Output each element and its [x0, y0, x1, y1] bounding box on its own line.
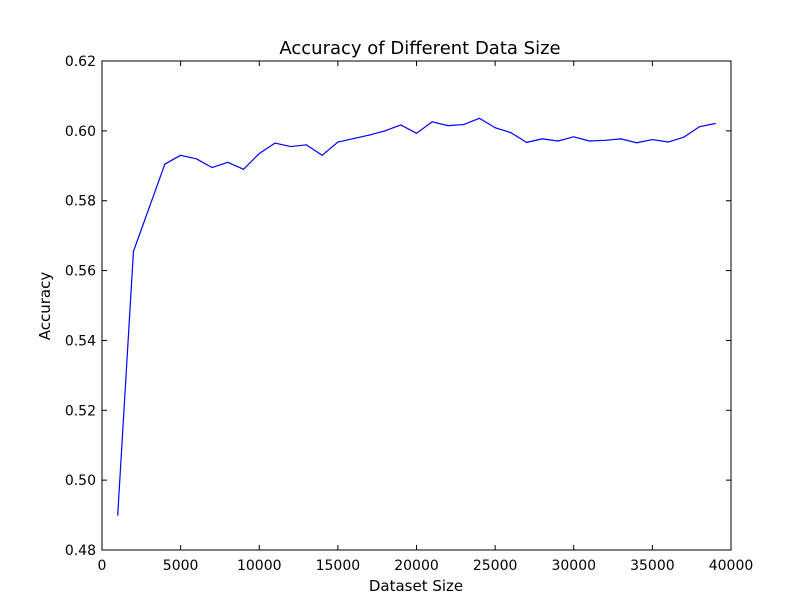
data-point [195, 158, 197, 160]
data-point [400, 124, 402, 126]
data-point [305, 144, 308, 146]
data-point [698, 126, 701, 128]
data-point [384, 130, 386, 132]
data-point [164, 163, 166, 165]
y-tick-label: 0.50 [65, 473, 96, 489]
plot-frame [101, 60, 732, 551]
data-point [258, 152, 260, 155]
data-point [478, 117, 480, 119]
data-point [557, 140, 559, 142]
data-point [588, 140, 591, 142]
y-tick-label: 0.56 [65, 264, 96, 280]
data-point [525, 141, 528, 143]
data-point [494, 127, 496, 129]
x-tick-label: 30000 [551, 558, 596, 574]
data-point [321, 154, 323, 156]
data-point [227, 161, 229, 163]
x-tick-label: 35000 [630, 558, 675, 574]
data-point [683, 136, 685, 138]
y-tick-label: 0.52 [65, 403, 96, 419]
series-line [117, 117, 716, 516]
data-point [714, 122, 716, 125]
x-tick-label: 20000 [394, 558, 439, 574]
data-point [573, 136, 575, 138]
x-axis-label: Dataset Size [369, 577, 463, 595]
data-point [541, 138, 543, 140]
data-point [132, 250, 135, 252]
y-axis-label: Accuracy [36, 272, 54, 341]
y-tick-label: 0.62 [65, 54, 96, 70]
data-point [431, 121, 433, 123]
y-tick-label: 0.54 [65, 333, 96, 349]
x-tick-label: 40000 [709, 558, 754, 574]
data-point [368, 134, 370, 136]
data-point [274, 142, 276, 144]
data-point [337, 141, 339, 143]
x-tick-label: 25000 [473, 558, 518, 574]
data-point [651, 138, 653, 141]
data-point [667, 141, 669, 143]
series-group [117, 117, 716, 516]
x-tick-label: 5000 [163, 558, 199, 574]
x-tick-label: 15000 [316, 558, 361, 574]
chart-title: Accuracy of Different Data Size [279, 38, 560, 59]
data-point [117, 514, 119, 516]
x-tick-label: 0 [98, 558, 107, 574]
y-tick-label: 0.60 [65, 124, 96, 140]
data-point [242, 168, 245, 170]
data-point [180, 154, 182, 156]
data-point [415, 132, 418, 134]
axis-ticks: 0 5000 10000 15000 20000 25000 30000 35000 40000… [65, 54, 753, 574]
data-point [636, 142, 638, 144]
data-point [211, 166, 213, 169]
data-point [353, 137, 355, 140]
data-point [148, 207, 150, 209]
data-point [604, 139, 606, 141]
data-point [290, 145, 292, 148]
data-point [620, 138, 622, 140]
data-point [510, 132, 512, 134]
data-point [447, 125, 449, 127]
data-point [463, 123, 465, 126]
x-tick-label: 10000 [237, 558, 282, 574]
y-tick-label: 0.58 [65, 194, 96, 210]
y-tick-label: 0.48 [65, 543, 96, 559]
